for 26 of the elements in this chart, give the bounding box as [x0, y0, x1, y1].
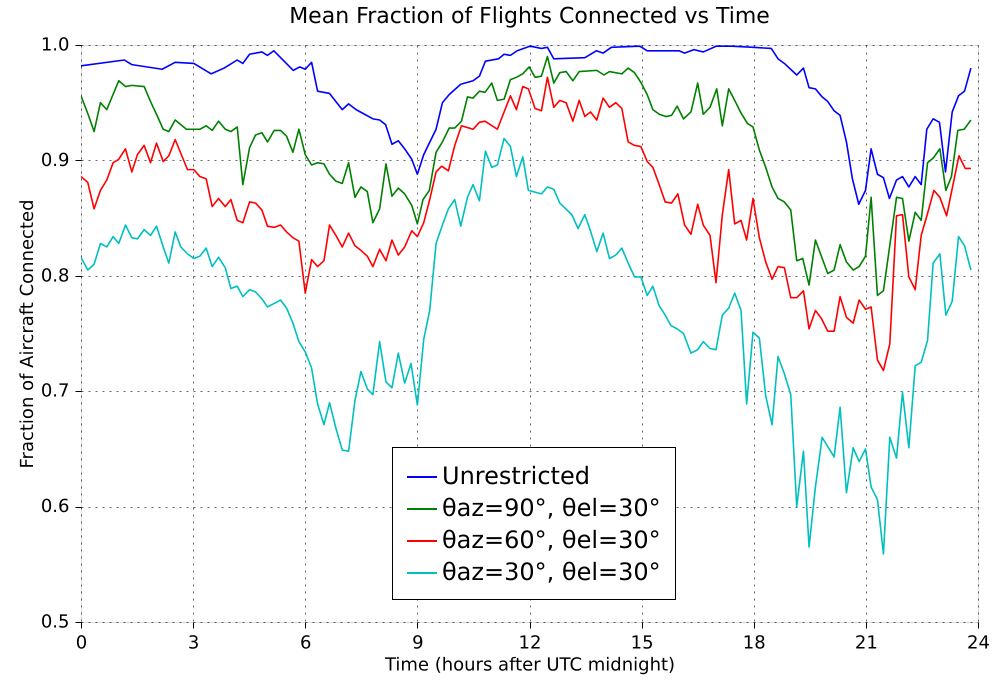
line-series — [81, 138, 972, 555]
x-tick-label: 9 — [412, 632, 424, 654]
x-tick-label: 21 — [854, 632, 878, 654]
line-series — [81, 56, 972, 296]
y-tick-label: 0.9 — [40, 150, 70, 171]
x-tick-label: 24 — [967, 632, 990, 654]
x-tick-label: 15 — [630, 632, 654, 654]
y-tick-label: 0.8 — [40, 265, 70, 286]
x-tick-label: 3 — [188, 632, 200, 654]
x-tick-label: 18 — [742, 632, 766, 654]
legend-label: Unrestricted — [442, 462, 590, 490]
legend-label: θaz=30°, θel=30° — [442, 558, 661, 586]
y-axis-title: Fraction of Aircraft Connected — [16, 199, 38, 469]
legend-label: θaz=90°, θel=30° — [442, 494, 661, 522]
legend-label: θaz=60°, θel=30° — [442, 526, 661, 554]
x-tick-label: 0 — [76, 632, 88, 654]
x-tick-label: 12 — [518, 632, 542, 654]
y-tick-label: 1.0 — [40, 34, 70, 56]
x-tick-label: 6 — [300, 632, 312, 654]
y-tick-label: 0.6 — [40, 496, 70, 518]
y-tick-label: 0.7 — [40, 380, 70, 402]
line-series — [81, 45, 972, 206]
x-axis-title: Time (hours after UTC midnight) — [384, 654, 676, 676]
chart-title: Mean Fraction of Flights Connected vs Time — [289, 4, 770, 29]
y-tick-label: 0.5 — [40, 612, 70, 632]
line-series — [81, 76, 972, 372]
